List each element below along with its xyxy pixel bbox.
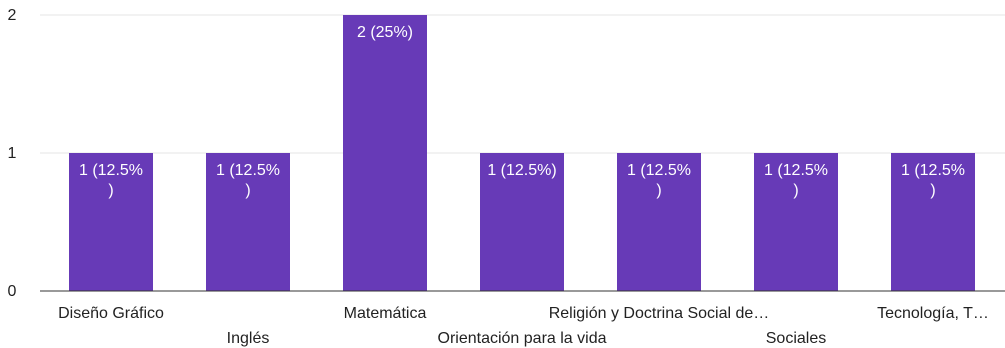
bar[interactable]	[617, 153, 701, 291]
bar[interactable]	[343, 15, 427, 291]
x-tick-label: Matemática	[344, 305, 427, 322]
bar[interactable]	[480, 153, 564, 291]
x-tick-label: Diseño Gráfico	[58, 305, 164, 322]
data-label: 1 (12.5%	[79, 162, 143, 179]
data-label: )	[108, 182, 113, 199]
x-tick-label: Religión y Doctrina Social de…	[549, 305, 770, 322]
y-tick-label: 2	[8, 7, 17, 24]
bar[interactable]	[69, 153, 153, 291]
bars	[69, 15, 975, 291]
data-label: 1 (12.5%	[627, 162, 691, 179]
data-label: )	[245, 182, 250, 199]
data-labels: 1 (12.5%) 1 (12.5%) 2 (25%) 1 (12.5%) 1 (12.…	[79, 24, 965, 199]
data-label: 1 (12.5%	[764, 162, 828, 179]
y-tick-label: 0	[8, 283, 17, 300]
data-label: )	[930, 182, 935, 199]
data-label: )	[793, 182, 798, 199]
y-tick-label: 1	[8, 145, 17, 162]
bar[interactable]	[891, 153, 975, 291]
bar[interactable]	[206, 153, 290, 291]
x-tick-label: Inglés	[227, 330, 270, 347]
bar[interactable]	[754, 153, 838, 291]
x-axis-labels: Diseño Gráfico Inglés Matemática Orientació…	[58, 305, 989, 347]
y-axis-ticks: 0 1 2	[8, 7, 17, 300]
x-tick-label: Orientación para la vida	[438, 330, 607, 347]
data-label: 1 (12.5%	[216, 162, 280, 179]
x-tick-label: Sociales	[766, 330, 826, 347]
data-label: 2 (25%)	[357, 24, 413, 41]
data-label: )	[656, 182, 661, 199]
x-tick-label: Tecnología, T…	[877, 305, 989, 322]
data-label: 1 (12.5%)	[487, 162, 556, 179]
data-label: 1 (12.5%	[901, 162, 965, 179]
gridlines	[40, 14, 1005, 154]
